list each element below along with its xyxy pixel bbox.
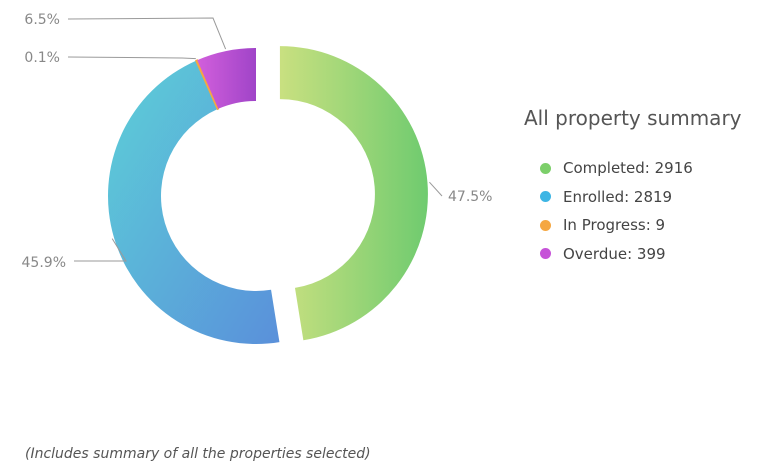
legend-label-overdue: Overdue: 399 xyxy=(563,244,666,263)
percent-label-in-progress: 0.1% xyxy=(24,50,60,66)
legend-item-in-progress[interactable]: In Progress: 9 xyxy=(540,211,742,240)
slice-in-progress[interactable] xyxy=(195,59,220,111)
slice-completed[interactable] xyxy=(279,46,428,341)
leader-line-in-progress xyxy=(67,56,196,60)
legend-label-enrolled: Enrolled: 2819 xyxy=(563,187,673,206)
leader-line-completed xyxy=(429,181,443,197)
leader-line-enrolled xyxy=(74,238,127,262)
slice-enrolled[interactable] xyxy=(107,60,280,345)
slice-overdue[interactable] xyxy=(197,48,256,109)
percent-label-completed: 47.5% xyxy=(448,189,492,205)
legend-item-overdue[interactable]: Overdue: 399 xyxy=(540,240,742,269)
legend-dot-completed xyxy=(540,162,551,174)
legend-dot-in-progress xyxy=(540,219,551,231)
chart-legend: All property summary Completed: 2916 Enr… xyxy=(524,106,742,268)
leader-line-overdue xyxy=(67,17,227,50)
legend-list: Completed: 2916 Enrolled: 2819 In Progre… xyxy=(524,154,742,268)
legend-dot-enrolled xyxy=(540,191,551,203)
legend-item-enrolled[interactable]: Enrolled: 2819 xyxy=(540,183,742,212)
legend-label-completed: Completed: 2916 xyxy=(563,159,693,178)
legend-dot-overdue xyxy=(540,248,551,260)
legend-item-completed[interactable]: Completed: 2916 xyxy=(540,154,742,183)
chart-title: All property summary xyxy=(524,106,742,130)
percent-label-enrolled: 45.9% xyxy=(22,255,66,271)
legend-label-in-progress: In Progress: 9 xyxy=(563,216,666,235)
footnote: (Includes summary of all the properties … xyxy=(25,446,371,462)
percent-label-overdue: 6.5% xyxy=(24,12,60,28)
